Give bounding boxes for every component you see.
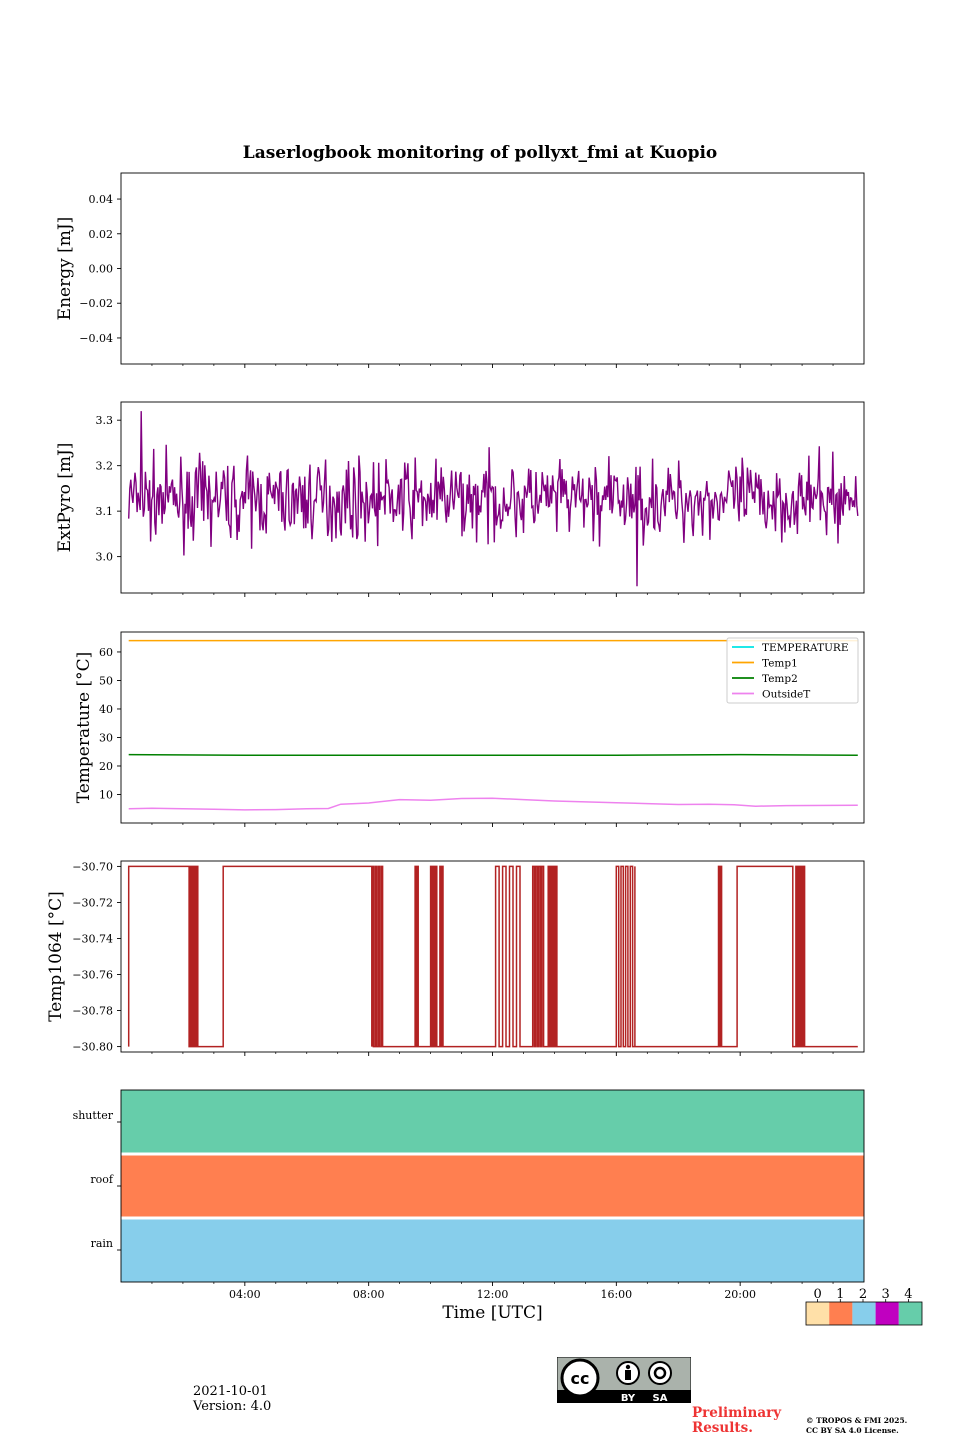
ytick-label-energy: 0.04 (89, 193, 114, 206)
cc-by-sa-badge: cc BY SA (557, 1357, 691, 1403)
xtick-label: 16:00 (600, 1288, 632, 1301)
copyright-line-2: CC BY SA 4.0 License. (806, 1426, 899, 1435)
xtick-label: 20:00 (724, 1288, 756, 1301)
status-row-roof (121, 1154, 864, 1218)
preliminary-note: Preliminary Results. (692, 1406, 781, 1436)
status-row-label-shutter: shutter (73, 1109, 114, 1122)
series-line-temp2 (128, 753, 858, 756)
xtick-label: 04:00 (229, 1288, 261, 1301)
ylabel-extpyro: ExtPyro [mJ] (55, 443, 75, 553)
ylabel-temp1064: Temp1064 [°C] (46, 891, 66, 1022)
status-row-shutter (121, 1090, 864, 1154)
colorbar-tick-label: 0 (813, 1287, 821, 1302)
colorbar-cell-1 (829, 1302, 853, 1325)
panel-frame-energy (120, 172, 865, 365)
status-row-rain (121, 1218, 864, 1282)
colorbar-frame (805, 1301, 923, 1326)
ytick-label-temperature: 50 (99, 674, 113, 687)
legend-box (726, 637, 859, 704)
plot-date: 2021-10-01 (193, 1384, 268, 1399)
colorbar-cell-3 (875, 1302, 899, 1325)
chart-title: Laserlogbook monitoring of pollyxt_fmi a… (243, 143, 718, 163)
legend-label-temp1: Temp1 (762, 658, 798, 670)
ytick-label-extpyro: 3.2 (96, 460, 114, 473)
legend-label-outsidet: OutsideT (762, 689, 810, 701)
ytick-label-temp1064: −30.80 (72, 1041, 113, 1054)
xtick-label: 08:00 (353, 1288, 385, 1301)
by-label: BY (621, 1393, 636, 1403)
status-row-label-rain: rain (91, 1237, 113, 1250)
colorbar-cell-0 (806, 1302, 830, 1325)
colorbar-tick-label: 1 (836, 1287, 844, 1302)
ytick-label-temperature: 40 (99, 703, 113, 716)
sa-label: SA (653, 1393, 668, 1403)
ytick-label-temperature: 20 (99, 760, 113, 773)
ytick-label-energy: −0.04 (79, 332, 113, 345)
panel-frame-temp1064 (120, 860, 865, 1053)
ytick-label-temp1064: −30.72 (72, 896, 113, 909)
svg-text:cc: cc (571, 1369, 590, 1388)
x-axis-label: Time [UTC] (442, 1303, 542, 1323)
ytick-label-temperature: 30 (99, 731, 113, 744)
ytick-label-temp1064: −30.76 (72, 969, 113, 982)
preliminary-line-1: Preliminary (692, 1405, 782, 1421)
series-line-extpyro (128, 411, 859, 587)
legend-label-temp2: Temp2 (762, 673, 798, 685)
ytick-label-temperature: 60 (99, 646, 113, 659)
ytick-label-temp1064: −30.78 (72, 1005, 113, 1018)
colorbar-tick-label: 4 (904, 1287, 912, 1302)
colorbar-tick-label: 3 (882, 1287, 890, 1302)
series-line-temp1064 (127, 865, 858, 1048)
legend-label-temperature: TEMPERATURE (762, 642, 849, 654)
status-row-label-roof: roof (90, 1173, 114, 1186)
ytick-label-temperature: 10 (99, 788, 113, 801)
colorbar-tick-label: 2 (859, 1287, 867, 1302)
ylabel-temperature: Temperature [°C] (74, 652, 94, 804)
series-line-outsidet (128, 797, 858, 811)
colorbar-cell-4 (898, 1302, 922, 1325)
xtick-label: 12:00 (477, 1288, 509, 1301)
ytick-label-extpyro: 3.1 (96, 505, 114, 518)
copyright-line-1: © TROPOS & FMI 2025. (806, 1416, 908, 1425)
ytick-label-energy: −0.02 (79, 297, 113, 310)
preliminary-line-2: Results. (692, 1420, 753, 1436)
ytick-label-temp1064: −30.74 (72, 932, 113, 945)
ytick-label-extpyro: 3.3 (96, 414, 114, 427)
ytick-label-energy: 0.00 (89, 263, 114, 276)
copyright-note: © TROPOS & FMI 2025. CC BY SA 4.0 Licens… (806, 1416, 907, 1436)
ytick-label-temp1064: −30.70 (72, 860, 113, 873)
ytick-label-extpyro: 3.0 (96, 551, 114, 564)
share-alike-icon (648, 1361, 672, 1385)
plot-version: Version: 4.0 (193, 1399, 272, 1414)
ylabel-energy: Energy [mJ] (55, 217, 75, 321)
ytick-label-energy: 0.02 (89, 228, 114, 241)
cc-icon (560, 1358, 600, 1398)
colorbar-cell-2 (852, 1302, 876, 1325)
